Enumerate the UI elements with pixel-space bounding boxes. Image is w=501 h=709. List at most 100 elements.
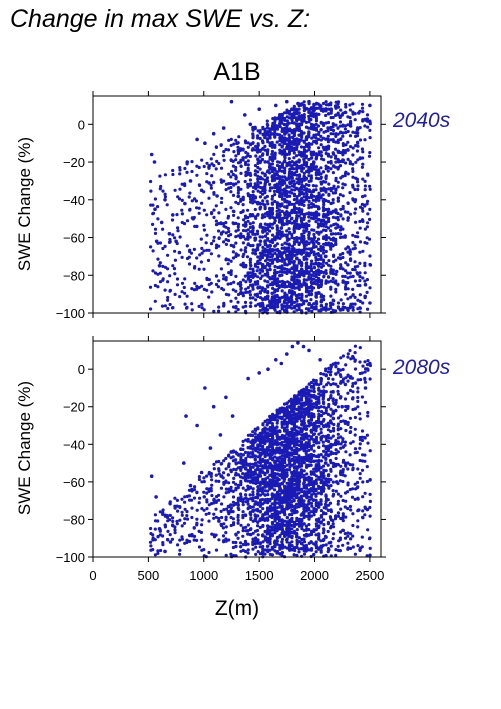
scatter-point bbox=[248, 467, 253, 471]
scatter-point bbox=[241, 148, 245, 152]
scatter-point bbox=[253, 184, 257, 188]
scatter-point bbox=[258, 129, 262, 133]
scatter-point bbox=[210, 478, 214, 482]
scatter-point bbox=[275, 242, 279, 246]
scatter-point bbox=[331, 298, 335, 302]
scatter-point bbox=[182, 285, 186, 290]
scatter-point bbox=[207, 181, 211, 185]
scatter-point bbox=[245, 255, 250, 259]
scatter-point bbox=[329, 229, 333, 233]
scatter-point bbox=[246, 548, 250, 552]
scatter-point bbox=[199, 260, 203, 264]
scatter-point bbox=[197, 501, 201, 505]
scatter-point bbox=[222, 179, 226, 183]
scatter-point bbox=[197, 165, 201, 170]
scatter-point bbox=[236, 202, 240, 206]
scatter-point bbox=[334, 239, 338, 243]
scatter-point bbox=[319, 134, 323, 138]
scatter-point bbox=[336, 199, 340, 203]
scatter-point bbox=[263, 240, 267, 244]
scatter-point bbox=[270, 553, 274, 557]
scatter-point bbox=[168, 513, 172, 518]
scatter-point bbox=[259, 276, 263, 281]
scatter-point bbox=[203, 141, 207, 145]
scatter-point bbox=[227, 465, 231, 469]
scatter-point bbox=[280, 273, 284, 277]
scatter-point bbox=[256, 426, 260, 430]
scatter-point bbox=[275, 425, 279, 429]
scatter-point bbox=[214, 533, 218, 537]
scatter-point bbox=[349, 257, 353, 261]
scatter-point bbox=[276, 234, 280, 238]
scatter-point bbox=[239, 492, 243, 496]
scatter-point bbox=[363, 188, 367, 192]
scatter-point bbox=[302, 113, 306, 117]
scatter-point bbox=[178, 235, 182, 239]
scatter-point bbox=[178, 187, 182, 191]
scatter-point bbox=[270, 239, 274, 243]
scatter-point bbox=[221, 154, 225, 158]
scatter-point bbox=[166, 280, 170, 284]
scatter-point bbox=[273, 264, 277, 269]
scatter-point bbox=[236, 515, 240, 520]
scatter-point bbox=[244, 162, 248, 167]
scatter-point bbox=[353, 243, 357, 247]
scatter-point bbox=[209, 489, 213, 493]
scatter-point bbox=[348, 103, 352, 107]
scatter-point bbox=[224, 525, 228, 529]
scatter-point bbox=[299, 123, 303, 127]
scatter-point bbox=[151, 249, 155, 253]
scatter-point bbox=[275, 212, 279, 217]
scatter-point bbox=[355, 134, 360, 138]
scatter-point bbox=[234, 289, 238, 293]
scatter-point bbox=[236, 485, 240, 490]
scatter-point bbox=[270, 208, 274, 212]
scatter-point bbox=[199, 237, 203, 241]
scatter-point bbox=[241, 510, 245, 514]
scatter-point bbox=[217, 479, 221, 483]
scatter-point bbox=[341, 204, 345, 209]
scatter-point bbox=[256, 279, 260, 284]
scatter-point bbox=[151, 548, 155, 552]
scatter-point bbox=[241, 503, 245, 507]
scatter-point bbox=[344, 292, 348, 296]
scatter-point bbox=[251, 499, 255, 503]
scatter-point bbox=[180, 290, 184, 294]
scatter-point bbox=[307, 289, 311, 293]
scatter-point bbox=[188, 207, 192, 211]
scatter-point bbox=[168, 288, 172, 292]
scatter-point bbox=[278, 211, 282, 215]
scatter-point bbox=[348, 134, 353, 138]
scatter-point bbox=[271, 159, 275, 163]
scatter-point bbox=[250, 148, 254, 152]
scatter-point bbox=[195, 538, 199, 543]
scatter-point bbox=[156, 205, 160, 209]
scatter-point bbox=[263, 172, 267, 176]
scatter-point bbox=[234, 138, 238, 142]
scatter-point bbox=[234, 254, 238, 259]
scatter-point bbox=[239, 236, 243, 240]
scatter-point bbox=[316, 205, 320, 209]
scatter-point bbox=[258, 195, 262, 199]
scatter-point bbox=[222, 288, 226, 292]
scatter-point bbox=[195, 206, 199, 210]
scatter-point bbox=[341, 186, 345, 190]
scatter-point bbox=[249, 527, 253, 531]
scatter-point bbox=[280, 504, 284, 508]
scatter-point bbox=[251, 455, 255, 459]
scatter-point bbox=[180, 497, 184, 501]
scatter-point bbox=[261, 253, 265, 257]
scatter-point bbox=[266, 459, 270, 463]
scatter-point bbox=[192, 496, 197, 500]
scatter-point bbox=[189, 251, 193, 255]
scatter-point bbox=[214, 282, 219, 287]
scatter-point bbox=[246, 219, 250, 223]
scatter-point bbox=[200, 302, 204, 306]
scatter-point bbox=[365, 278, 369, 282]
scatter-point bbox=[280, 266, 284, 270]
scatter-point bbox=[366, 125, 370, 129]
scatter-point bbox=[280, 114, 284, 118]
scatter-point bbox=[261, 266, 265, 270]
scatter-point bbox=[231, 164, 235, 168]
scatter-point bbox=[339, 298, 343, 302]
